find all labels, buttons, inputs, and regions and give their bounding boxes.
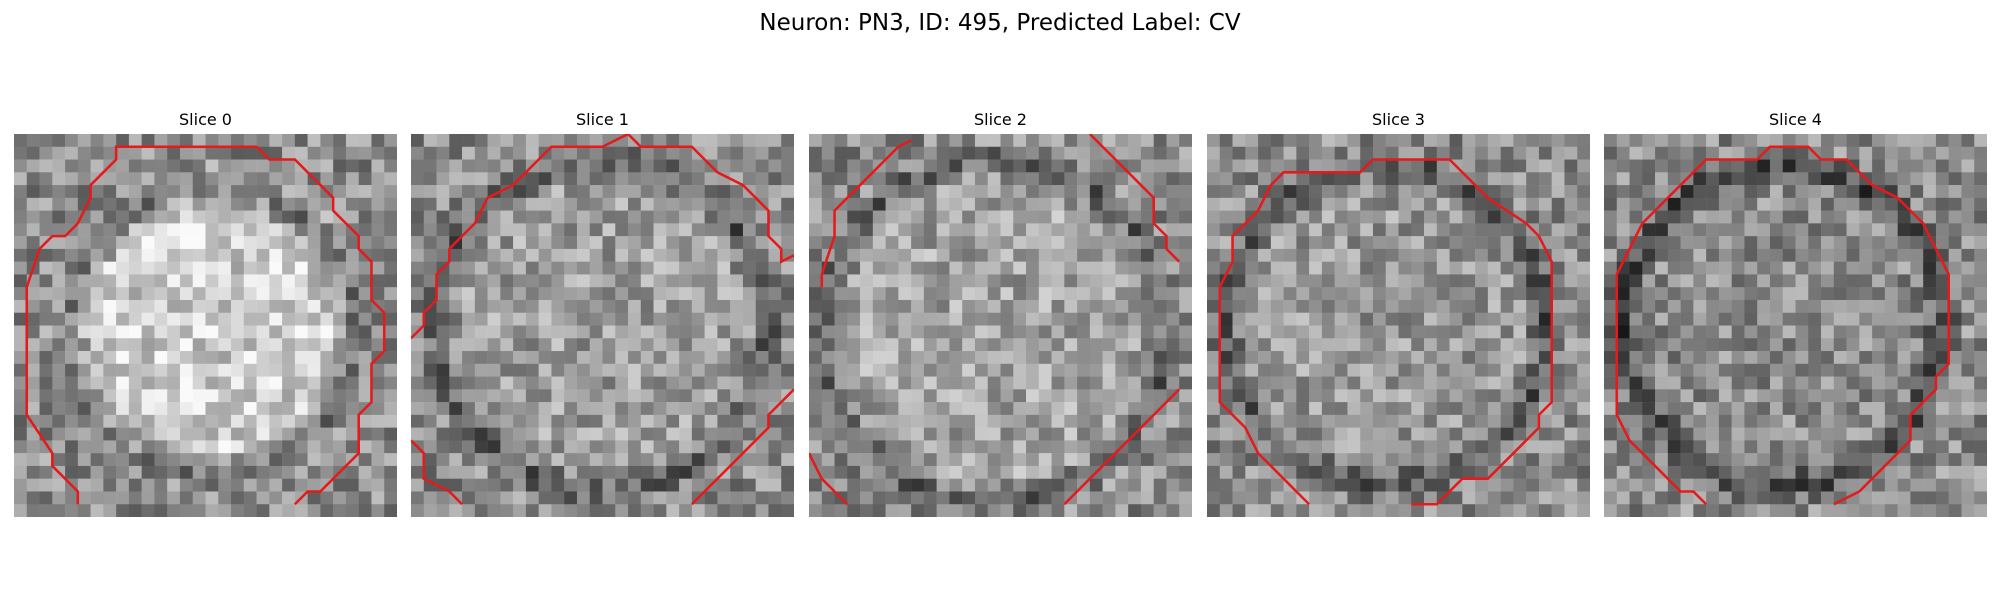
slice-image	[1207, 134, 1590, 517]
slice-title: Slice 2	[974, 110, 1027, 129]
slice-image	[1604, 134, 1987, 517]
figure-title: Neuron: PN3, ID: 495, Predicted Label: C…	[759, 10, 1241, 36]
slice-image	[411, 134, 794, 517]
slice-title: Slice 4	[1769, 110, 1822, 129]
slice-title: Slice 0	[179, 110, 232, 129]
slice-title: Slice 1	[576, 110, 629, 129]
slice-image	[14, 134, 397, 517]
slice-image	[809, 134, 1192, 517]
slice-title: Slice 3	[1372, 110, 1425, 129]
